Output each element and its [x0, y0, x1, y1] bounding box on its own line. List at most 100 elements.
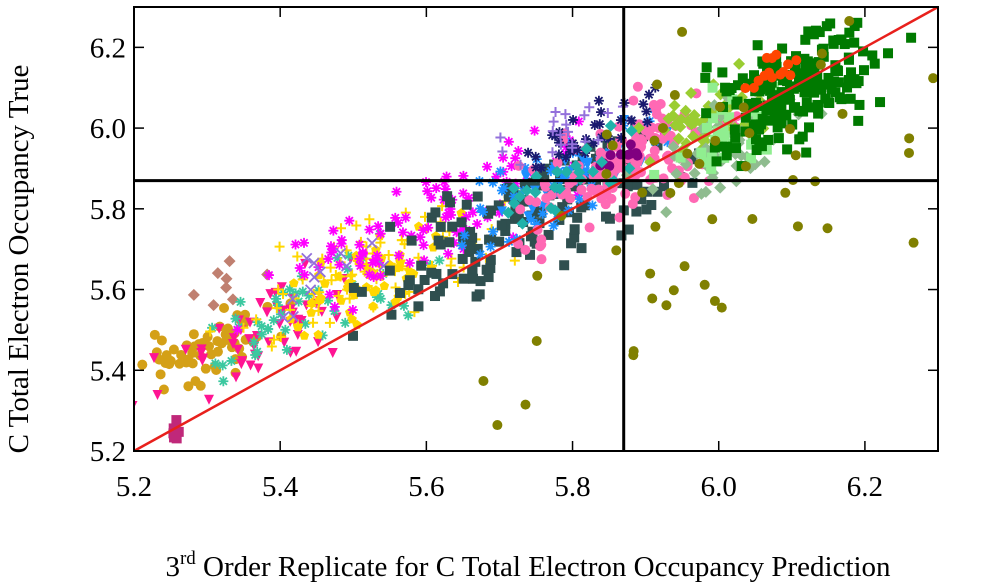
data-point: [749, 70, 760, 81]
data-point: [468, 273, 479, 284]
data-point: [134, 400, 138, 408]
data-point: [520, 162, 531, 173]
data-point: [757, 113, 768, 124]
data-point: [169, 432, 180, 443]
data-point: [204, 341, 215, 352]
identity-line: [133, 5, 939, 453]
data-point: [391, 186, 402, 197]
data-point: [274, 319, 285, 330]
data-point: [440, 184, 451, 195]
data-point: [413, 284, 424, 295]
data-point: [594, 119, 605, 130]
data-point: [538, 168, 549, 179]
data-point: [803, 26, 814, 37]
data-point: [308, 257, 320, 269]
data-point: [375, 228, 386, 239]
data-point: [205, 326, 216, 337]
data-point: [465, 241, 476, 252]
data-point: [543, 229, 554, 240]
data-point: [858, 46, 869, 57]
data-point: [625, 124, 638, 137]
data-point: [200, 363, 211, 374]
data-point: [565, 146, 576, 157]
data-point: [675, 152, 686, 163]
data-point: [525, 249, 536, 260]
data-point: [348, 282, 359, 293]
data-point: [228, 333, 239, 344]
data-point: [275, 332, 286, 343]
data-point: [383, 250, 394, 261]
data-point: [729, 124, 740, 135]
data-point: [646, 183, 659, 196]
data-point: [649, 145, 660, 156]
data-point: [299, 330, 310, 340]
data-point: [435, 239, 446, 250]
data-point: [447, 221, 458, 232]
data-point: [195, 380, 206, 391]
data-point: [846, 67, 857, 78]
data-point: [631, 206, 642, 217]
data-point: [354, 239, 365, 250]
data-point: [632, 179, 643, 190]
data-point: [393, 217, 404, 228]
data-point: [306, 307, 316, 317]
data-point: [706, 163, 717, 174]
data-point: [804, 122, 815, 133]
data-point: [830, 65, 841, 76]
data-point: [326, 247, 337, 258]
x-axis-title-sup: rd: [180, 548, 196, 569]
data-point: [572, 190, 583, 201]
data-point: [155, 369, 166, 380]
data-point: [375, 271, 386, 282]
data-point: [641, 106, 652, 117]
data-point: [299, 237, 310, 248]
y-axis-title: C Total Electron Occupancy True: [3, 65, 35, 454]
data-point: [220, 272, 233, 285]
data-point: [547, 147, 558, 158]
data-point: [652, 101, 663, 112]
data-point: [904, 133, 915, 144]
data-point: [218, 376, 229, 387]
data-point: [812, 72, 823, 83]
data-point: [783, 59, 794, 70]
data-point: [719, 130, 730, 141]
data-point: [717, 67, 728, 78]
data-point: [547, 126, 558, 137]
data-point: [252, 317, 263, 328]
data-point: [672, 132, 685, 145]
data-point: [183, 354, 194, 365]
data-point: [754, 137, 765, 148]
data-point: [340, 260, 353, 272]
data-point: [778, 75, 789, 86]
data-point: [596, 132, 607, 143]
data-point: [474, 289, 485, 300]
data-point: [491, 171, 502, 182]
data-point: [536, 254, 547, 265]
data-point: [833, 77, 844, 88]
data-point: [531, 219, 542, 230]
data-point: [747, 102, 758, 113]
data-point: [313, 329, 323, 339]
data-point: [708, 113, 719, 124]
y-tick-label: 5.8: [90, 194, 126, 226]
data-point: [272, 300, 283, 311]
data-point: [324, 317, 335, 328]
data-point: [355, 260, 366, 271]
data-point: [727, 94, 738, 105]
data-point: [256, 321, 267, 332]
data-point: [537, 208, 548, 219]
data-point: [724, 112, 735, 123]
data-point: [333, 271, 344, 281]
data-point: [210, 358, 221, 369]
data-point: [843, 74, 854, 85]
data-point: [584, 102, 595, 113]
data-point: [137, 359, 148, 370]
data-point: [587, 200, 598, 211]
data-point: [758, 155, 771, 168]
data-point: [304, 284, 317, 296]
data-point: [299, 269, 310, 280]
data-point: [845, 93, 856, 104]
data-point: [711, 156, 722, 167]
data-point: [849, 21, 860, 32]
